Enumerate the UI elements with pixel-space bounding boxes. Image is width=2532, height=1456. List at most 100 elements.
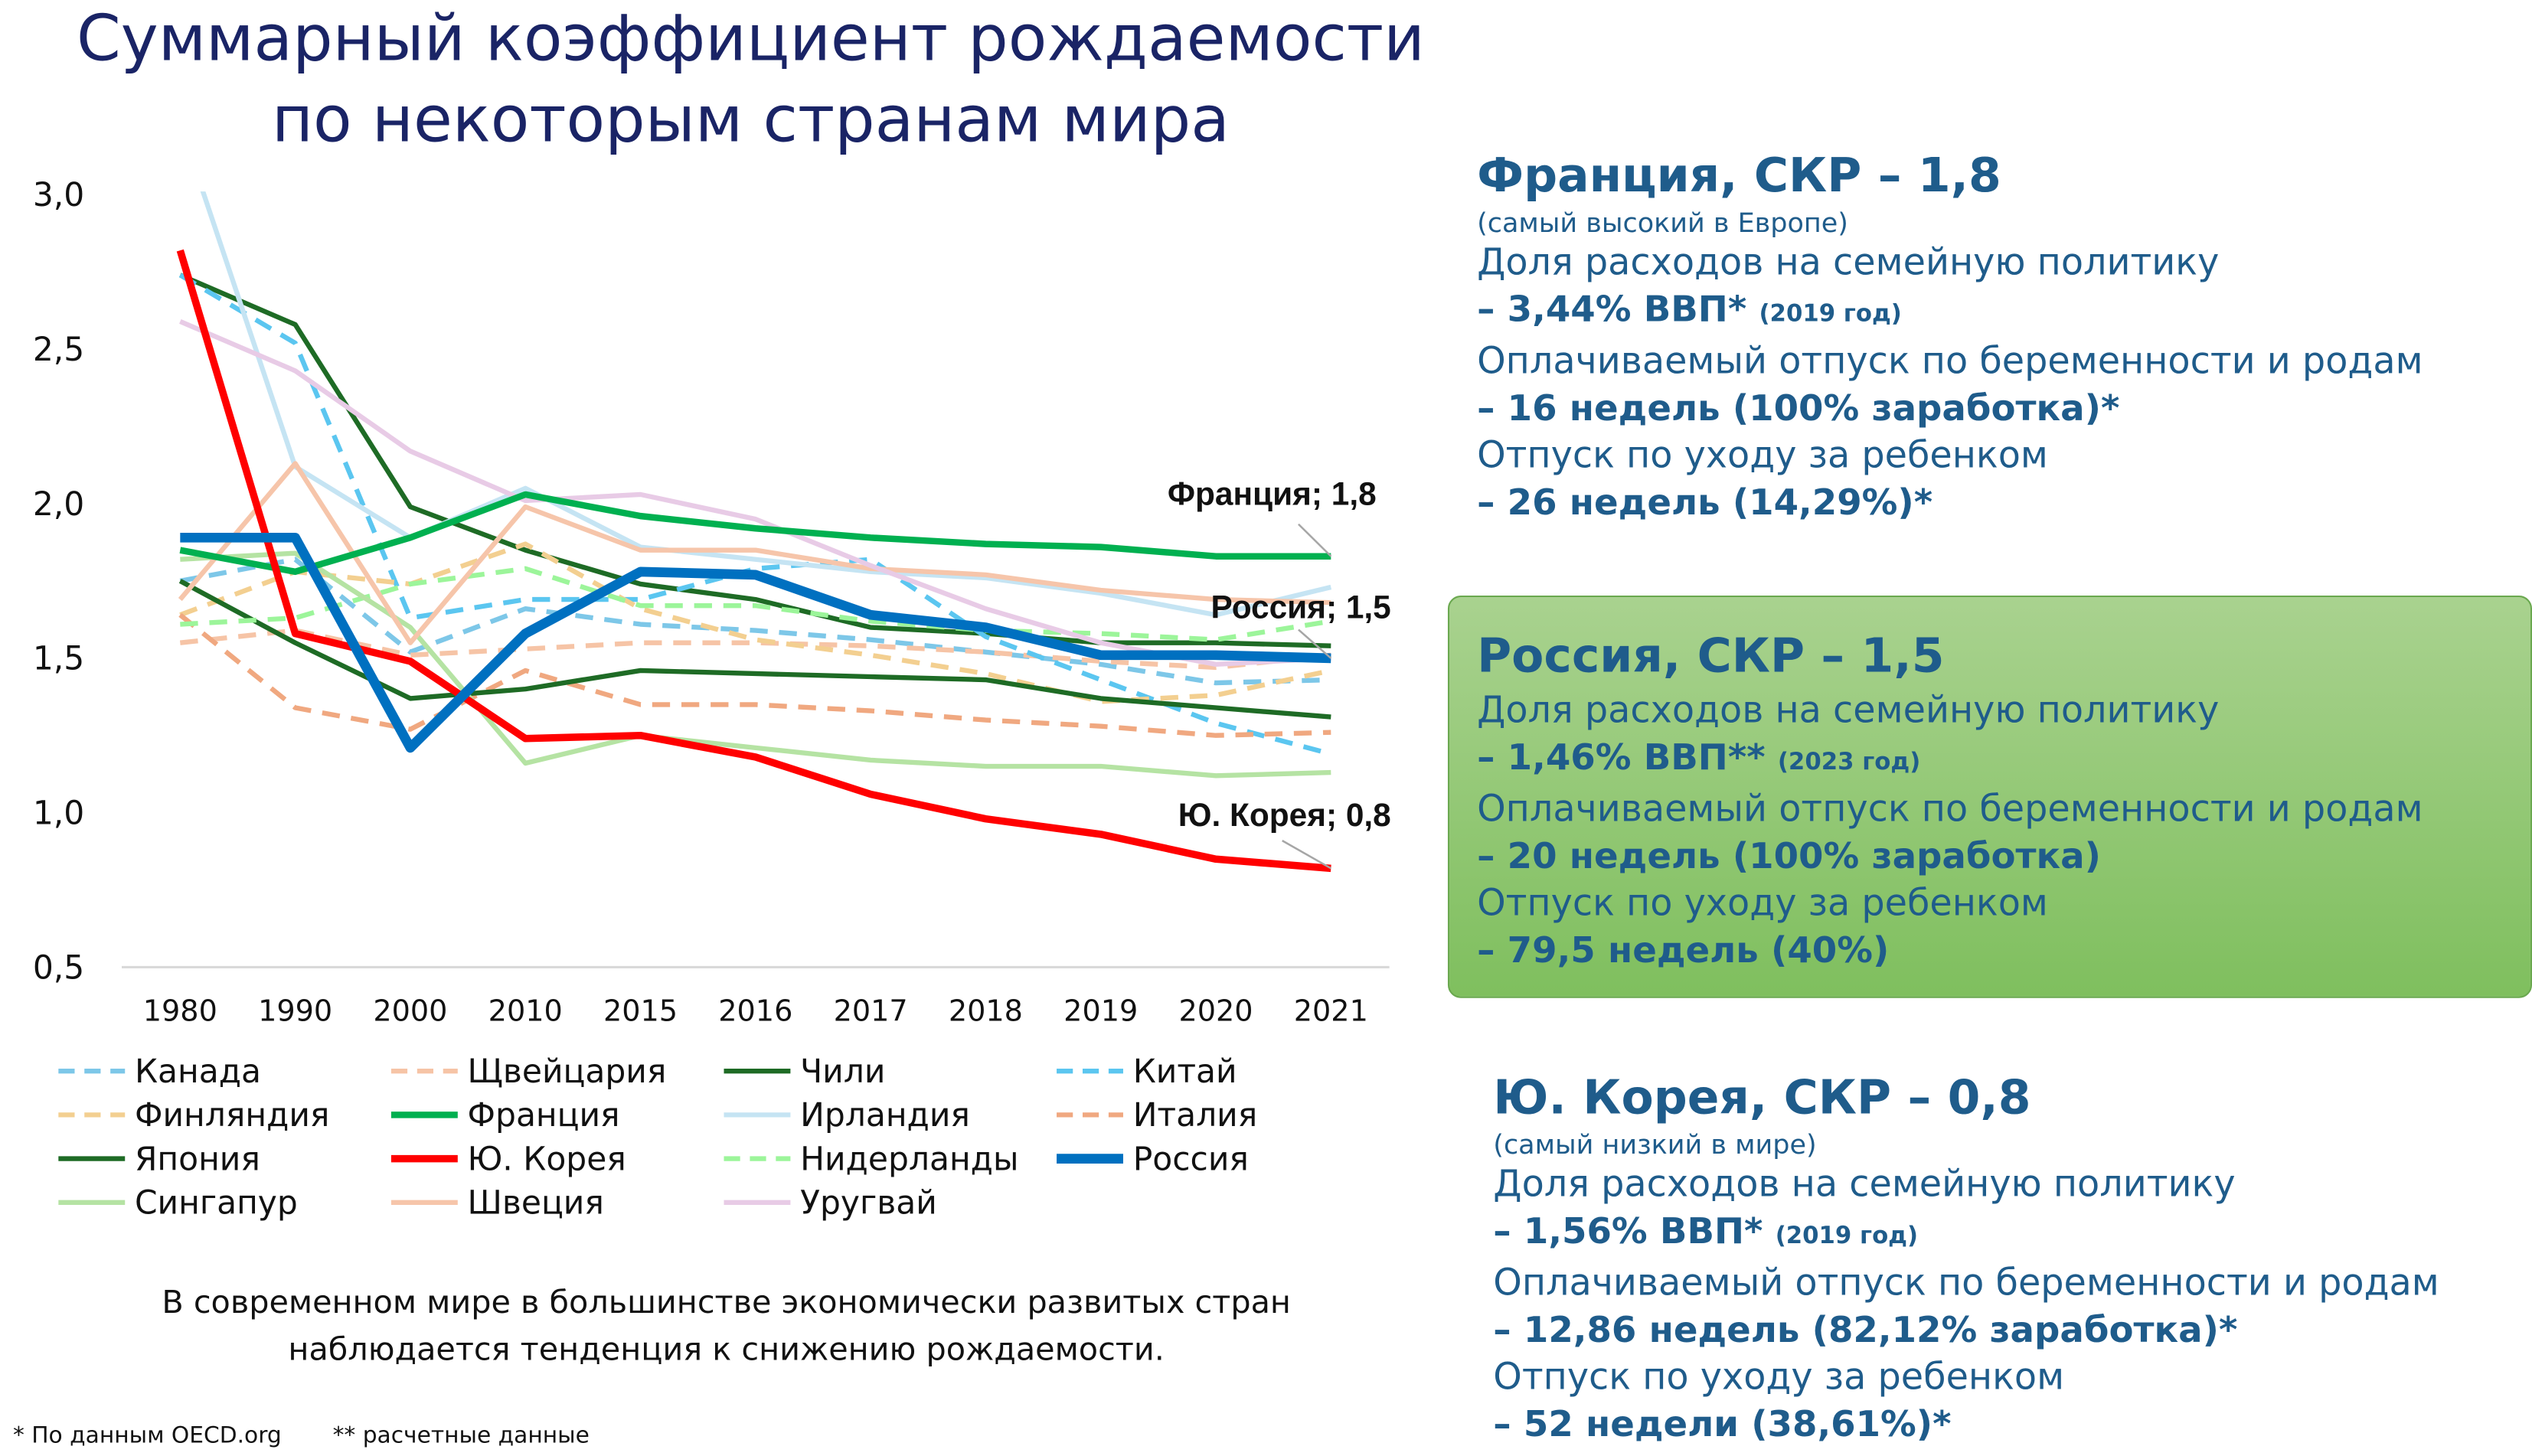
russia-info: Россия, СКР – 1,5 Доля расходов на семей… bbox=[1477, 623, 2423, 975]
caption-line-1: В современном мире в большинстве экономи… bbox=[162, 1283, 1291, 1321]
legend-swatch bbox=[390, 1154, 458, 1163]
legend-label: Финляндия bbox=[134, 1095, 330, 1134]
russia-maternity-value: – 20 недель (100% заработка) bbox=[1477, 837, 2101, 878]
series-line bbox=[180, 566, 1331, 642]
x-tick-label: 2020 bbox=[1178, 994, 1253, 1027]
legend-item: Уругвай bbox=[722, 1183, 937, 1223]
legend-item: Италия bbox=[1055, 1095, 1258, 1134]
legend-swatch bbox=[1057, 1068, 1123, 1074]
series-line bbox=[179, 319, 1331, 668]
series-line bbox=[179, 557, 1331, 686]
legend-item: Нидерланды bbox=[722, 1139, 1018, 1178]
annotation-leader-line bbox=[1298, 628, 1332, 659]
korea-spend-label: Доля расходов на семейную политику bbox=[1493, 1163, 2236, 1206]
x-tick-label: 2017 bbox=[834, 994, 908, 1027]
korea-note: (самый низкий в мире) bbox=[1493, 1129, 1817, 1161]
legend-swatch bbox=[58, 1200, 126, 1206]
x-tick-label: 2019 bbox=[1063, 994, 1138, 1027]
legend-label: Канада bbox=[134, 1051, 262, 1091]
legend-item: Швеция bbox=[390, 1183, 604, 1222]
legend-item: Канада bbox=[57, 1051, 262, 1091]
x-tick-label: 2000 bbox=[373, 994, 447, 1027]
legend-item: Франция bbox=[390, 1095, 620, 1134]
x-tick-label: 1990 bbox=[258, 994, 332, 1027]
caption-line-2: наблюдается тенденция к снижению рождаем… bbox=[288, 1330, 1165, 1369]
france-maternity-label: Оплачиваемый отпуск по беременности и ро… bbox=[1477, 341, 2423, 384]
legend-swatch bbox=[58, 1112, 126, 1118]
title-line-1: Суммарный коэффициент рождаемости bbox=[77, 3, 1425, 77]
korea-spend-year: (2019 год) bbox=[1775, 1223, 1919, 1250]
series-line bbox=[179, 273, 1331, 648]
legend-swatch bbox=[724, 1156, 791, 1161]
korea-maternity-label: Оплачиваемый отпуск по беременности и ро… bbox=[1493, 1262, 2439, 1305]
x-tick-label: 2010 bbox=[488, 994, 563, 1027]
series-line bbox=[200, 191, 1332, 618]
russia-highlight-box bbox=[1447, 596, 2532, 998]
legend-label: Италия bbox=[1132, 1095, 1258, 1134]
legend-label: Уругвай bbox=[800, 1183, 937, 1223]
france-spend-label: Доля расходов на семейную политику bbox=[1477, 241, 2220, 284]
legend-item: Сингапур bbox=[57, 1183, 298, 1223]
x-tick-label: 2018 bbox=[949, 994, 1023, 1027]
legend-label: Сингапур bbox=[134, 1183, 298, 1223]
legend-swatch bbox=[724, 1068, 791, 1074]
legend-item: Япония bbox=[57, 1139, 260, 1179]
russia-maternity-label: Оплачиваемый отпуск по беременности и ро… bbox=[1477, 788, 2423, 831]
korea-info: Ю. Корея, СКР – 0,8 (самый низкий в мире… bbox=[1493, 1065, 2439, 1449]
title-line-2: по некоторым странам мира bbox=[271, 84, 1230, 158]
russia-spend-value: – 1,46% ВВП** (2023 год) bbox=[1477, 735, 2423, 787]
france-childcare-label: Отпуск по уходу за ребенком bbox=[1477, 435, 2048, 478]
legend-item: Чили bbox=[722, 1052, 885, 1091]
y-tick-label: 1,5 bbox=[33, 640, 84, 677]
russia-childcare-label: Отпуск по уходу за ребенком bbox=[1477, 883, 2048, 926]
x-tick-label: 1980 bbox=[143, 994, 217, 1027]
russia-spend-year: (2023 год) bbox=[1777, 749, 1921, 776]
annotation-leader-line bbox=[1298, 523, 1332, 557]
series-line bbox=[180, 532, 1331, 753]
x-tick-label: 2016 bbox=[718, 994, 792, 1027]
legend-label: Япония bbox=[134, 1139, 260, 1179]
france-heading: Франция, СКР – 1,8 bbox=[1477, 147, 2001, 203]
korea-spend-amount: – 1,56% ВВП* bbox=[1493, 1212, 1763, 1253]
russia-heading: Россия, СКР – 1,5 bbox=[1477, 628, 1945, 684]
annotation-leader-line bbox=[1282, 840, 1331, 870]
russia-spend-amount: – 1,46% ВВП** bbox=[1477, 738, 1766, 779]
france-maternity-value: – 16 недель (100% заработка)* bbox=[1477, 389, 2120, 430]
data-label: Франция; 1,8 bbox=[1168, 475, 1377, 511]
series-line bbox=[178, 612, 1331, 738]
france-info: Франция, СКР – 1,8 (самый высокий в Евро… bbox=[1477, 143, 2423, 527]
legend-item: Ю. Корея bbox=[390, 1139, 626, 1178]
legend-swatch bbox=[390, 1200, 458, 1206]
legend-item: Россия bbox=[1055, 1139, 1249, 1178]
legend-label: Щвейцария bbox=[467, 1051, 667, 1091]
legend-label: Ирландия bbox=[800, 1095, 970, 1134]
france-spend-value: – 3,44% ВВП* (2019 год) bbox=[1477, 287, 2423, 339]
legend-label: Китай bbox=[1132, 1051, 1237, 1091]
russia-spend-label: Доля расходов на семейную политику bbox=[1477, 689, 2220, 733]
korea-spend-value: – 1,56% ВВП* (2019 год) bbox=[1493, 1209, 2439, 1261]
legend-item: Ирландия bbox=[722, 1095, 970, 1134]
legend-item: Финляндия bbox=[57, 1095, 330, 1134]
legend-item: Китай bbox=[1055, 1051, 1237, 1091]
y-tick-label: 0,5 bbox=[33, 948, 84, 986]
france-childcare-value: – 26 недель (14,29%)* bbox=[1477, 483, 1933, 524]
series-line bbox=[179, 491, 1331, 576]
x-tick-label: 2015 bbox=[603, 994, 678, 1027]
korea-heading: Ю. Корея, СКР – 0,8 bbox=[1493, 1069, 2031, 1125]
korea-maternity-value: – 12,86 недель (82,12% заработка)* bbox=[1493, 1311, 2238, 1352]
legend-swatch bbox=[1057, 1112, 1123, 1118]
footnote-estimated: ** расчетные данные bbox=[332, 1423, 590, 1450]
korea-childcare-value: – 52 недели (38,61%)* bbox=[1493, 1405, 1952, 1446]
france-spend-amount: – 3,44% ВВП* bbox=[1477, 290, 1747, 331]
data-label: Россия; 1,5 bbox=[1211, 589, 1391, 625]
y-tick-label: 2,0 bbox=[33, 485, 84, 523]
russia-childcare-value: – 79,5 недель (40%) bbox=[1477, 931, 1890, 972]
page-title: Суммарный коэффициент рождаемости по нек… bbox=[0, 0, 1501, 162]
series-line bbox=[180, 550, 1331, 779]
footnote-oecd: * По данным OECD.org bbox=[12, 1423, 282, 1450]
legend-swatch bbox=[390, 1068, 458, 1074]
x-tick-label: 2021 bbox=[1294, 994, 1368, 1027]
legend-swatch bbox=[724, 1200, 791, 1206]
y-tick-label: 3,0 bbox=[33, 176, 84, 214]
series-line bbox=[178, 273, 1332, 756]
